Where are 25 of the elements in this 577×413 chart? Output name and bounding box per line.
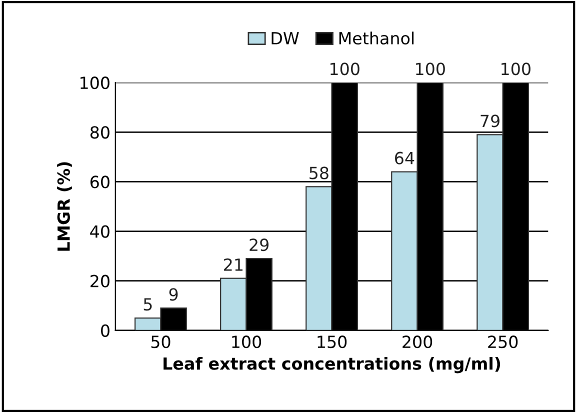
legend-label: Methanol	[339, 32, 414, 45]
data-label: 79	[480, 114, 500, 128]
data-label: 9	[169, 288, 178, 301]
y-axis-title: LMGR (%)	[57, 162, 72, 251]
data-label: 29	[250, 238, 269, 252]
data-label: 100	[330, 62, 360, 76]
y-tick-label: 60	[90, 176, 110, 188]
data-label: 21	[224, 258, 242, 271]
data-label: 100	[416, 62, 445, 76]
data-label: 64	[395, 152, 414, 164]
x-axis-title: Leaf extract concentrations (mg/ml)	[164, 356, 500, 374]
x-tick-label: 200	[402, 336, 432, 348]
x-tick-label: 50	[151, 336, 170, 348]
data-label: 58	[310, 166, 328, 180]
data-label: 5	[144, 298, 152, 311]
x-tick-label: 150	[318, 336, 347, 348]
y-tick-label: 0	[101, 324, 110, 337]
legend-label: DW	[272, 32, 299, 44]
y-tick-label: 40	[90, 225, 110, 238]
data-label: 100	[502, 62, 530, 76]
x-tick-label: 250	[488, 336, 518, 348]
x-tick-label: 100	[232, 336, 262, 348]
y-tick-label: 80	[90, 126, 110, 139]
y-tick-label: 20	[90, 274, 110, 288]
y-tick-label: 100	[80, 76, 110, 90]
